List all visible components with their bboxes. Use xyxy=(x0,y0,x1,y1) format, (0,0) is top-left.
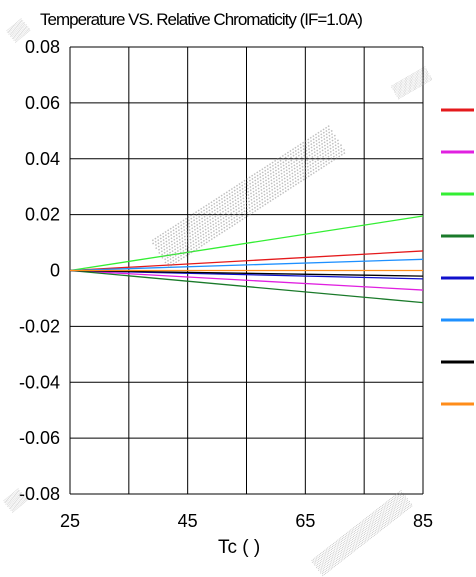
y-tick-label: 0 xyxy=(50,261,60,281)
x-tick-label: 25 xyxy=(60,511,80,531)
y-tick-label: 0.04 xyxy=(25,149,60,169)
x-tick-label: 65 xyxy=(295,511,315,531)
series-line-2 xyxy=(69,269,424,291)
series-line-6 xyxy=(69,258,424,272)
y-tick-label: -0.06 xyxy=(19,428,60,448)
series-lines xyxy=(69,215,424,304)
y-tick-label: -0.02 xyxy=(19,316,60,336)
chart: 0.08 0.06 0.04 0.02 0 -0.02 -0.04 -0.06 -0.08 25… xyxy=(19,10,474,558)
x-tick-label: 45 xyxy=(178,511,198,531)
y-tick-label: 0.06 xyxy=(25,93,60,113)
x-tick-label: 85 xyxy=(413,511,433,531)
y-tick-label: 0.08 xyxy=(25,37,60,57)
series-line-1 xyxy=(69,250,424,272)
y-tick-label: 0.02 xyxy=(25,205,60,225)
y-axis-ticks: 0.08 0.06 0.04 0.02 0 -0.02 -0.04 -0.06 -0.08 xyxy=(19,37,60,504)
x-axis-ticks: 25 45 65 85 xyxy=(60,511,433,531)
series-line-3 xyxy=(69,215,424,272)
legend xyxy=(441,108,474,406)
series-line-4 xyxy=(69,269,424,304)
chart-title: Temperature VS. Relative Chromaticity (I… xyxy=(40,10,362,29)
series-line-7 xyxy=(69,269,424,277)
x-axis-label: Tc ( ) xyxy=(218,537,260,558)
y-tick-label: -0.08 xyxy=(19,484,60,504)
y-tick-label: -0.04 xyxy=(19,372,60,392)
